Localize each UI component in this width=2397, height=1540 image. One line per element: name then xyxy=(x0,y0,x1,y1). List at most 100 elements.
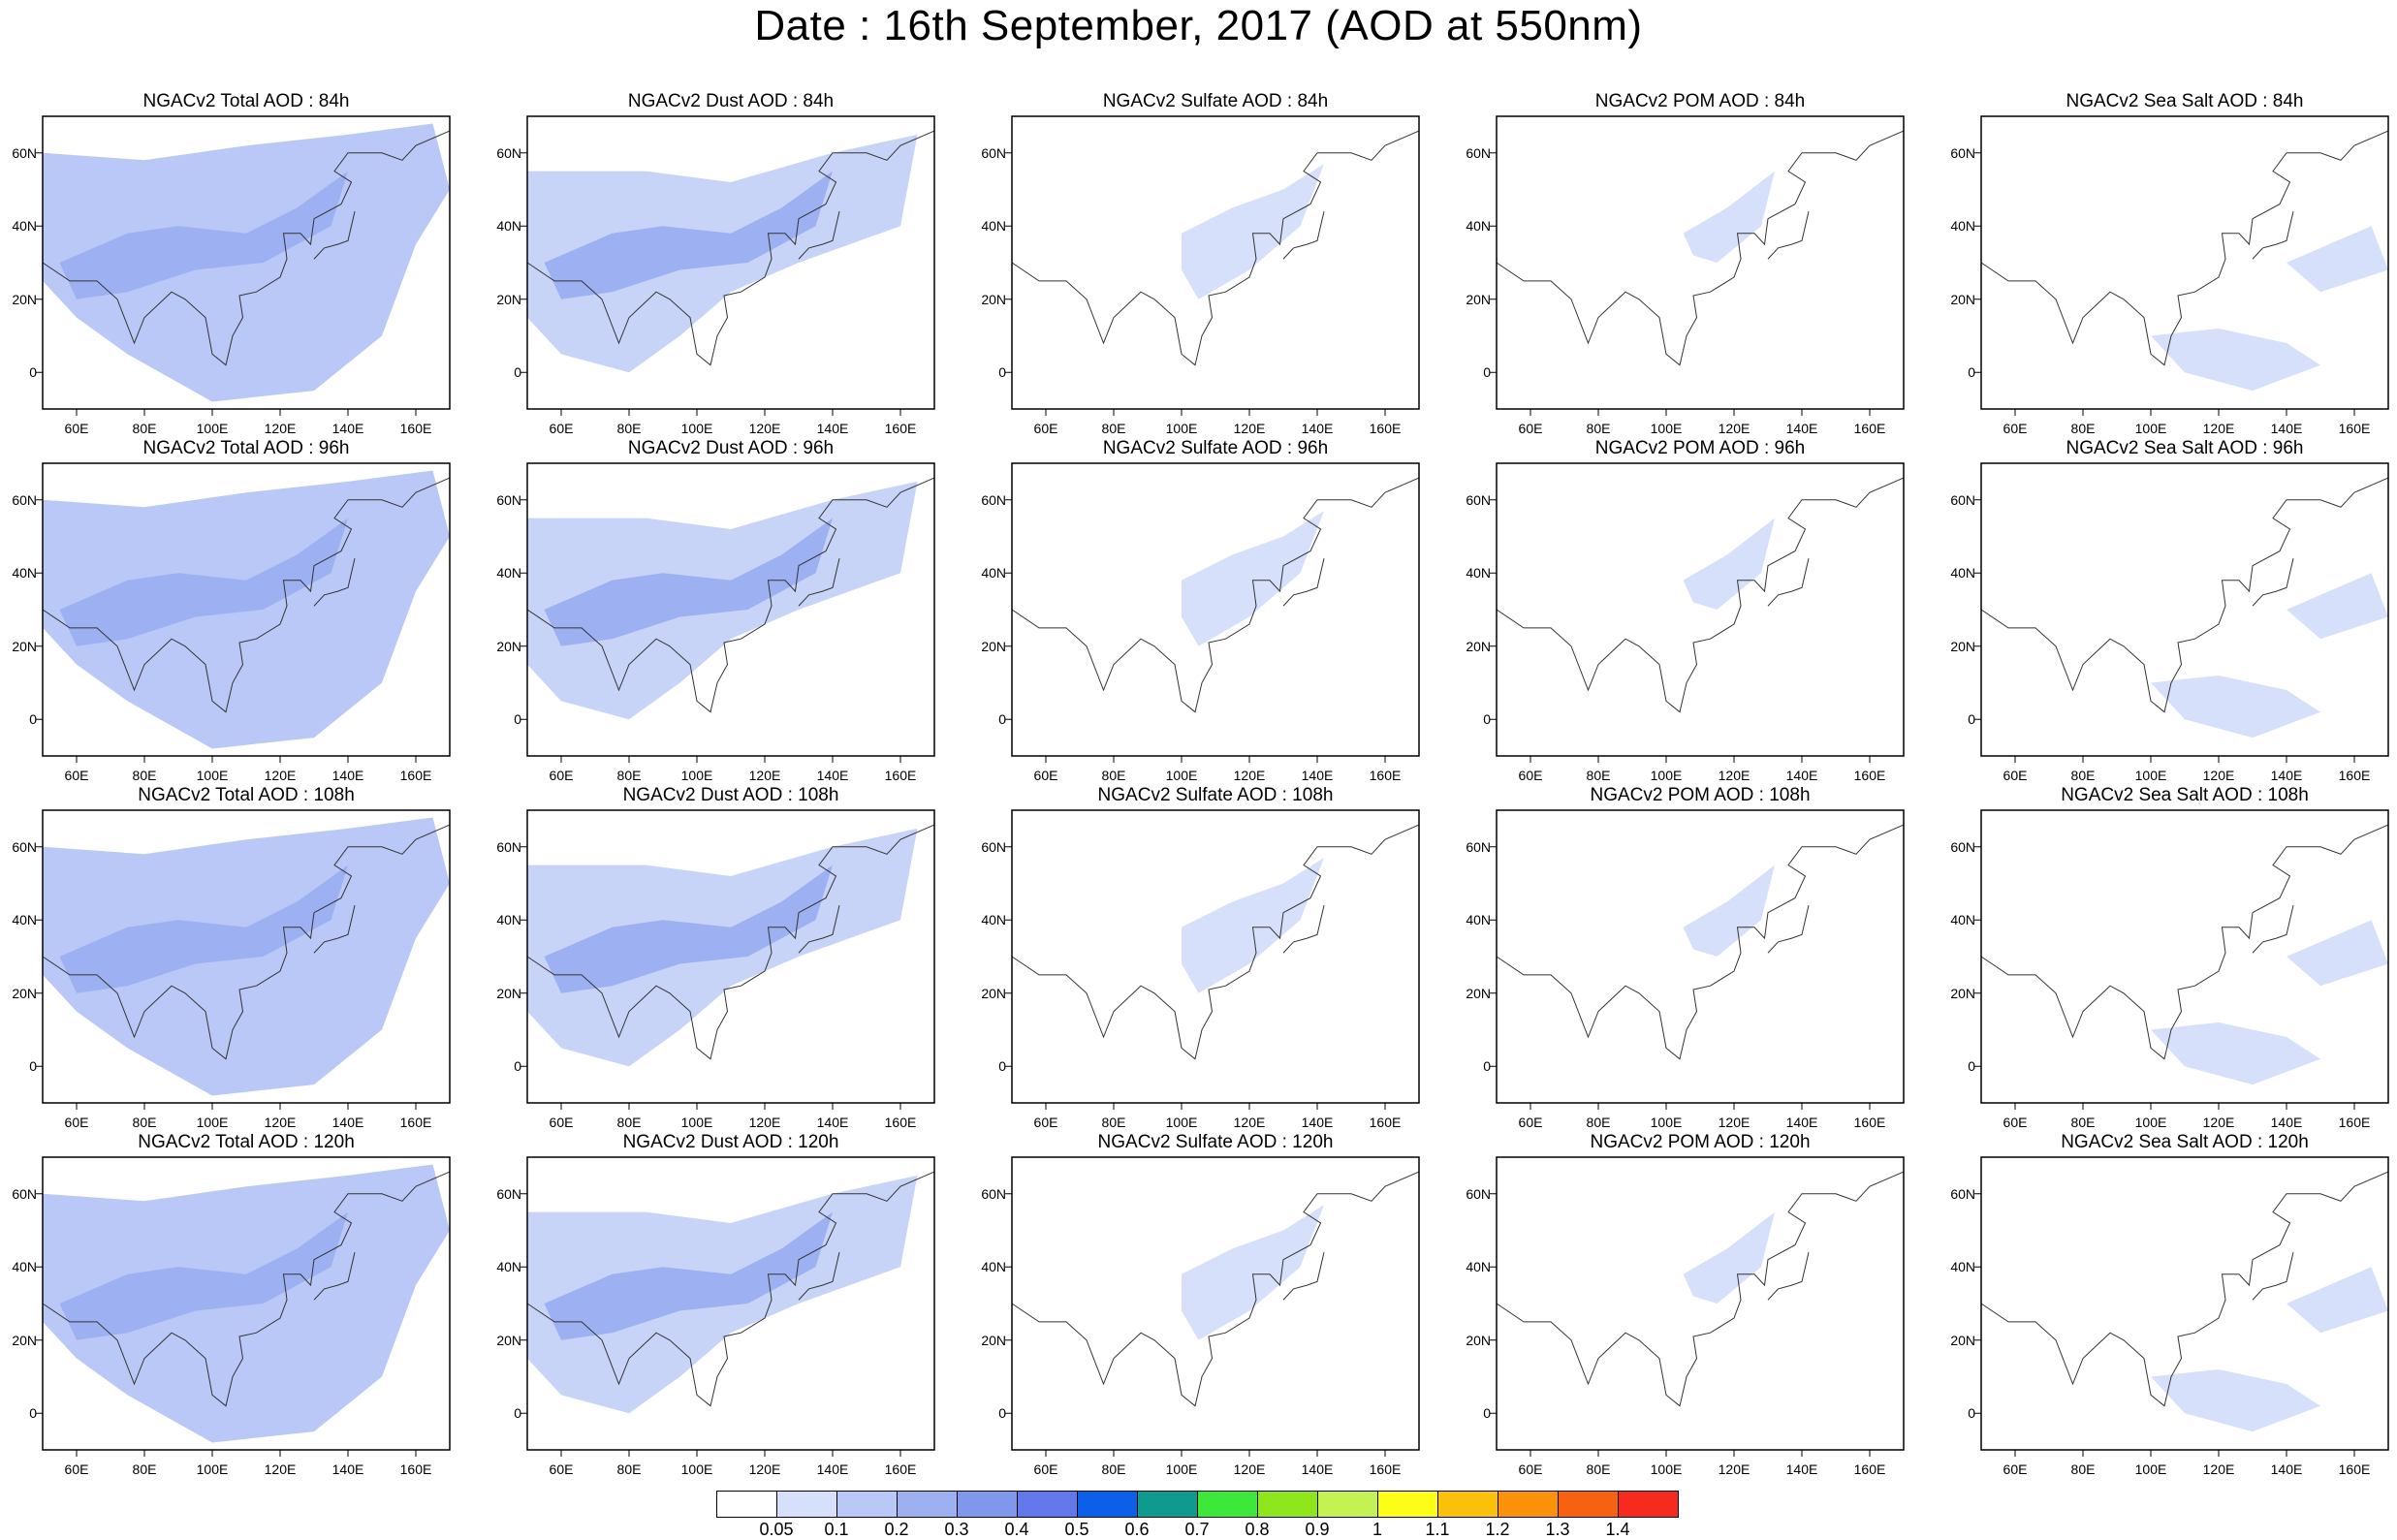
x-tick-label: 80E xyxy=(1586,421,1611,436)
map-panel: NGACv2 Total AOD : 108h 60N 40N 20N 0 60E 80E 1… xyxy=(0,785,485,1130)
x-tick-label: 120E xyxy=(2202,768,2235,783)
y-tick-label: 0 xyxy=(1483,711,1491,728)
map-frame xyxy=(1974,809,2389,1110)
panel-title: NGACv2 POM AOD : 96h xyxy=(1594,438,1806,458)
map-frame xyxy=(520,1156,935,1457)
y-tick-label: 0 xyxy=(29,1405,37,1422)
x-tick-label: 140E xyxy=(331,421,364,436)
map-panel: NGACv2 Total AOD : 84h 60N 40N 20N 0 60E 80E 10… xyxy=(0,91,485,436)
aod-field xyxy=(59,171,348,299)
coastline xyxy=(798,558,840,607)
x-tick-label: 120E xyxy=(264,768,297,783)
x-tick-label: 80E xyxy=(616,768,642,783)
x-tick-label: 160E xyxy=(884,768,917,783)
x-tick-label: 100E xyxy=(680,1461,713,1477)
axes-box xyxy=(1496,115,1905,410)
coastline xyxy=(42,477,451,713)
aod-field xyxy=(59,864,348,993)
y-tick-label: 20N xyxy=(12,291,37,307)
axes-box xyxy=(526,115,935,410)
y-tick-label: 20N xyxy=(12,1332,37,1348)
y-tick-label: 0 xyxy=(514,1058,521,1075)
aod-field xyxy=(544,171,833,299)
coastline xyxy=(1011,130,1420,366)
coastline xyxy=(1496,1171,1905,1407)
map-frame xyxy=(1490,115,1905,416)
x-tick-label: 160E xyxy=(2338,421,2371,436)
axes-box xyxy=(1980,1156,2389,1451)
x-tick-label: 160E xyxy=(399,1115,432,1130)
x-tick-label: 80E xyxy=(2070,1115,2096,1130)
y-tick-label: 0 xyxy=(514,711,521,728)
coastline xyxy=(526,130,935,366)
coastline xyxy=(313,905,356,954)
x-tick-label: 140E xyxy=(331,768,364,783)
axes-box xyxy=(1496,809,1905,1104)
y-tick-label: 0 xyxy=(1968,1058,1975,1075)
map-panel: NGACv2 Sea Salt AOD : 84h 60N 40N 20N 0 60E 80… xyxy=(1939,91,2397,436)
x-tick-label: 140E xyxy=(1785,768,1818,783)
map-panel: NGACv2 Sea Salt AOD : 120h 60N 40N 20N 0 60E 8… xyxy=(1939,1132,2397,1477)
coastline xyxy=(798,1252,840,1301)
x-tick-label: 80E xyxy=(616,1115,642,1130)
y-tick-label: 20N xyxy=(1950,638,1975,654)
panel-title: NGACv2 POM AOD : 84h xyxy=(1594,91,1806,111)
y-tick-label: 20N xyxy=(496,638,521,654)
y-tick-label: 0 xyxy=(1483,1405,1491,1422)
coastline xyxy=(526,1171,935,1407)
panel-title: NGACv2 Sea Salt AOD : 120h xyxy=(2061,1132,2309,1152)
map-frame xyxy=(520,115,935,416)
axes-box xyxy=(1980,809,2389,1104)
map-panel: NGACv2 Dust AOD : 120h 60N 40N 20N 0 60E 80E 10… xyxy=(485,1132,969,1477)
aod-field xyxy=(2287,226,2388,293)
x-tick-label: 60E xyxy=(2003,1461,2028,1477)
y-tick-label: 20N xyxy=(1950,291,1975,307)
y-tick-label: 60N xyxy=(12,491,37,508)
x-tick-label: 80E xyxy=(132,1461,157,1477)
x-tick-label: 100E xyxy=(196,421,229,436)
map-frame xyxy=(36,1156,451,1457)
y-tick-label: 20N xyxy=(1950,985,1975,1001)
x-tick-label: 60E xyxy=(549,1461,574,1477)
axes-box xyxy=(1011,115,1420,410)
y-tick-label: 60N xyxy=(12,144,37,161)
x-tick-label: 100E xyxy=(196,1461,229,1477)
x-tick-label: 140E xyxy=(331,1461,364,1477)
coastline xyxy=(1496,130,1905,366)
map-panel: NGACv2 Dust AOD : 108h 60N 40N 20N 0 60E 80E 10… xyxy=(485,785,969,1130)
y-tick-label: 60N xyxy=(1466,144,1491,161)
axes-box xyxy=(1980,462,2389,757)
x-tick-label: 160E xyxy=(1369,421,1402,436)
x-tick-label: 160E xyxy=(1369,768,1402,783)
y-tick-label: 20N xyxy=(1466,1332,1491,1348)
x-tick-label: 160E xyxy=(1853,1461,1886,1477)
coastline xyxy=(526,824,935,1060)
coastline xyxy=(1767,905,1810,954)
coastline xyxy=(2252,211,2294,260)
map-frame xyxy=(1490,462,1905,763)
y-tick-label: 60N xyxy=(496,491,521,508)
aod-field xyxy=(59,1211,348,1340)
colorbar-label: 0.6 xyxy=(1124,1520,1150,1539)
map-frame xyxy=(1974,1156,2389,1457)
y-tick-label: 0 xyxy=(1483,1058,1491,1075)
coastline xyxy=(2252,905,2294,954)
x-tick-label: 80E xyxy=(1101,768,1126,783)
colorbar-label: 0.9 xyxy=(1305,1520,1330,1539)
y-tick-label: 20N xyxy=(1466,638,1491,654)
x-tick-label: 120E xyxy=(1233,421,1266,436)
map-frame xyxy=(36,115,451,416)
axes-box xyxy=(42,809,451,1104)
y-tick-label: 20N xyxy=(12,985,37,1001)
colorbar-swatch xyxy=(1437,1491,1498,1518)
x-tick-label: 120E xyxy=(748,1115,781,1130)
aod-field xyxy=(1683,171,1775,263)
x-tick-label: 100E xyxy=(680,421,713,436)
map-panel: NGACv2 Sea Salt AOD : 96h 60N 40N 20N 0 60E 80… xyxy=(1939,438,2397,783)
coastline xyxy=(1011,477,1420,713)
y-tick-label: 0 xyxy=(29,364,37,381)
x-tick-label: 140E xyxy=(2270,768,2303,783)
panel-title: NGACv2 Dust AOD : 108h xyxy=(622,785,839,805)
coastline xyxy=(1767,558,1810,607)
y-tick-label: 20N xyxy=(981,291,1006,307)
